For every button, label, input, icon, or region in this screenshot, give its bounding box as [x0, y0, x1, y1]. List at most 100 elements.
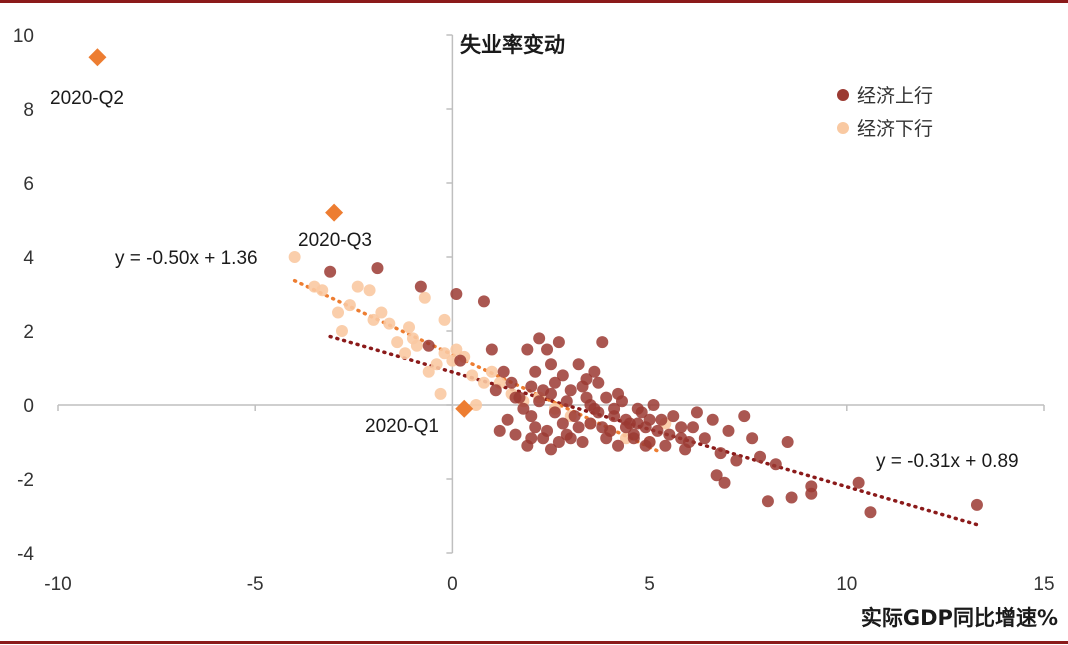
point-economy-down — [477, 376, 490, 389]
highlight-diamond-2020-q2 — [88, 48, 107, 67]
point-economy-up — [718, 476, 731, 489]
point-economy-up — [659, 439, 672, 452]
point-economy-up — [761, 495, 774, 508]
axes — [57, 34, 1045, 554]
point-economy-up — [556, 417, 569, 430]
point-economy-up — [545, 443, 557, 456]
point-economy-up — [505, 376, 518, 389]
point-economy-up — [706, 413, 719, 426]
point-economy-down — [450, 343, 463, 356]
point-economy-up — [450, 288, 463, 300]
point-economy-up — [560, 395, 573, 408]
point-economy-up — [489, 384, 502, 397]
trendline-label-down: y = -0.50x + 1.36 — [115, 248, 258, 269]
point-economy-down — [343, 299, 356, 312]
point-economy-up — [612, 439, 625, 452]
point-economy-up — [517, 402, 530, 415]
point-economy-down — [418, 291, 431, 304]
point-economy-up — [746, 432, 759, 445]
point-economy-up — [552, 336, 565, 349]
y-tick-label: 8 — [23, 100, 34, 121]
point-economy-down — [363, 284, 376, 297]
point-economy-up — [769, 458, 782, 471]
trendline-label-up: y = -0.31x + 0.89 — [876, 451, 1019, 472]
y-tick-label: -4 — [17, 544, 34, 565]
point-economy-down — [308, 280, 321, 293]
point-economy-up — [521, 343, 534, 356]
x-tick-labels: -10 -5 0 5 10 15 — [44, 574, 1054, 595]
point-economy-up — [781, 436, 794, 448]
point-economy-up — [627, 428, 640, 441]
point-economy-up — [698, 432, 711, 445]
point-economy-down — [367, 313, 380, 326]
y-axis-title: 失业率变动 — [460, 33, 565, 57]
highlight-points — [88, 48, 474, 418]
point-economy-up — [710, 469, 723, 482]
legend-marker-up — [837, 89, 849, 101]
y-tick-labels: 10 8 6 4 2 0 -2 -4 — [13, 26, 35, 565]
point-economy-up — [454, 354, 467, 367]
point-economy-down — [430, 358, 443, 371]
point-economy-up — [529, 421, 542, 434]
point-economy-up — [852, 476, 865, 489]
point-economy-up — [647, 399, 660, 411]
highlight-diamond-2020-q3 — [325, 203, 344, 222]
point-economy-up — [572, 421, 585, 434]
point-economy-up — [533, 395, 546, 408]
point-economy-down — [422, 365, 435, 378]
point-economy-down — [438, 347, 451, 360]
point-economy-up — [651, 424, 664, 437]
point-economy-up — [509, 391, 522, 404]
point-economy-down — [391, 336, 404, 349]
point-economy-down — [466, 369, 479, 382]
y-tick-label: 2 — [23, 322, 34, 343]
point-economy-up — [414, 280, 427, 293]
point-economy-up — [864, 506, 877, 519]
point-economy-up — [635, 406, 648, 419]
point-economy-down — [485, 365, 498, 378]
point-economy-up — [572, 358, 585, 371]
point-economy-up — [525, 432, 538, 445]
point-economy-up — [576, 436, 589, 448]
point-economy-up — [667, 410, 680, 423]
point-economy-up — [970, 498, 983, 511]
point-economy-up — [596, 336, 609, 349]
y-tick-label: -2 — [17, 470, 34, 491]
x-tick-label: -5 — [247, 574, 264, 595]
point-economy-up — [714, 447, 727, 460]
highlight-label-2020-q1: 2020-Q1 — [365, 416, 439, 437]
point-economy-down — [351, 280, 364, 293]
x-tick-label: -10 — [44, 574, 71, 595]
point-economy-up — [639, 439, 652, 452]
point-economy-down — [410, 339, 423, 352]
point-economy-up — [525, 410, 538, 423]
point-economy-down — [403, 321, 416, 334]
point-economy-up — [596, 421, 609, 434]
point-economy-up — [525, 380, 538, 393]
point-economy-up — [541, 424, 554, 437]
point-economy-up — [541, 343, 554, 356]
point-economy-up — [477, 295, 490, 308]
point-economy-up — [371, 262, 384, 275]
point-economy-down — [470, 399, 483, 411]
point-economy-up — [655, 413, 668, 426]
point-economy-up — [631, 417, 644, 430]
x-tick-label: 5 — [644, 574, 655, 595]
point-economy-up — [619, 421, 632, 434]
point-economy-down — [335, 325, 348, 337]
point-economy-up — [686, 421, 699, 434]
point-economy-up — [679, 443, 692, 456]
point-economy-up — [588, 365, 601, 378]
point-economy-up — [584, 417, 597, 430]
point-economy-up — [497, 365, 510, 378]
legend-label-down: 经济下行 — [857, 118, 933, 140]
point-economy-down — [399, 347, 412, 360]
y-tick-label: 0 — [23, 396, 34, 417]
y-tick-label: 4 — [23, 248, 34, 269]
highlight-label-2020-q2: 2020-Q2 — [50, 88, 124, 109]
point-economy-down — [332, 306, 345, 319]
point-economy-up — [324, 265, 337, 278]
point-economy-down — [383, 317, 396, 330]
point-economy-up — [592, 376, 605, 389]
highlight-diamond-2020-q1 — [455, 399, 474, 418]
